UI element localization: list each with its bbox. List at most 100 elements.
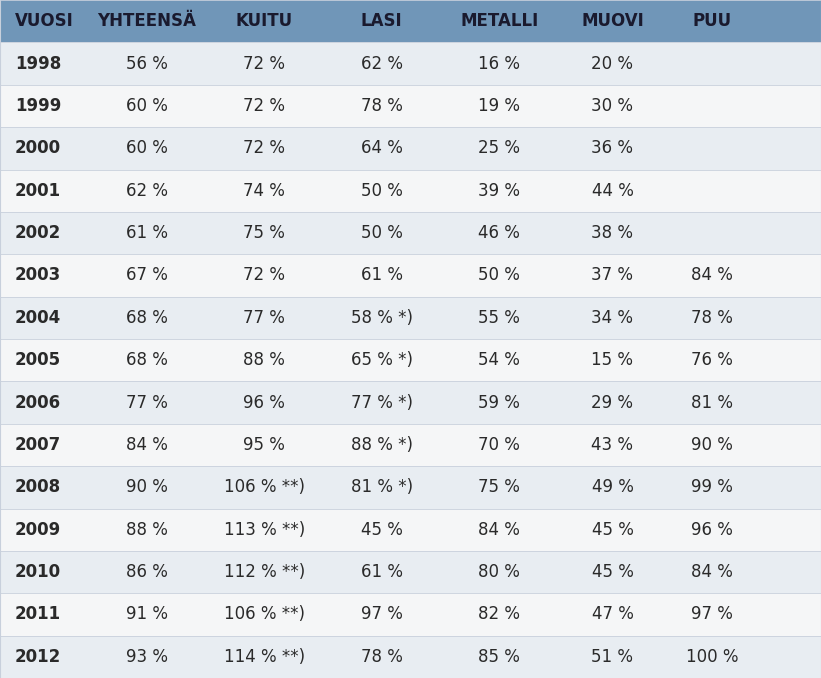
Text: 96 %: 96 % — [243, 393, 286, 412]
Text: 90 %: 90 % — [126, 478, 168, 496]
Text: 47 %: 47 % — [591, 605, 634, 624]
Text: LASI: LASI — [361, 12, 402, 31]
Text: 97 %: 97 % — [360, 605, 403, 624]
Text: 2011: 2011 — [15, 605, 61, 624]
Text: 2010: 2010 — [15, 563, 61, 581]
Text: 62 %: 62 % — [126, 182, 168, 200]
Bar — [0, 424, 821, 466]
Text: 90 %: 90 % — [691, 436, 733, 454]
Bar — [0, 466, 821, 508]
Text: PUU: PUU — [693, 12, 732, 31]
Text: 50 %: 50 % — [360, 224, 403, 242]
Text: 91 %: 91 % — [126, 605, 168, 624]
Text: 113 % **): 113 % **) — [224, 521, 305, 539]
Text: 51 %: 51 % — [591, 647, 634, 666]
Text: 72 %: 72 % — [243, 139, 286, 157]
Text: 72 %: 72 % — [243, 266, 286, 285]
Text: 75 %: 75 % — [478, 478, 521, 496]
Text: 2009: 2009 — [15, 521, 61, 539]
Text: 106 % **): 106 % **) — [224, 478, 305, 496]
Bar — [0, 297, 821, 339]
Text: 61 %: 61 % — [126, 224, 168, 242]
Bar — [0, 593, 821, 636]
Bar — [0, 636, 821, 678]
Text: 36 %: 36 % — [591, 139, 634, 157]
Text: 77 %: 77 % — [126, 393, 168, 412]
Text: 34 %: 34 % — [591, 308, 634, 327]
Text: 2002: 2002 — [15, 224, 61, 242]
Text: 2001: 2001 — [15, 182, 61, 200]
Text: 2006: 2006 — [15, 393, 61, 412]
Bar — [0, 85, 821, 127]
Bar — [0, 170, 821, 212]
Text: 82 %: 82 % — [478, 605, 521, 624]
Text: 15 %: 15 % — [591, 351, 634, 370]
Text: 50 %: 50 % — [478, 266, 521, 285]
Text: 84 %: 84 % — [478, 521, 521, 539]
Text: 114 % **): 114 % **) — [224, 647, 305, 666]
Text: 2007: 2007 — [15, 436, 61, 454]
Text: 81 % *): 81 % *) — [351, 478, 413, 496]
Bar — [0, 551, 821, 593]
Text: 62 %: 62 % — [360, 54, 403, 73]
Bar — [0, 127, 821, 170]
Text: 58 % *): 58 % *) — [351, 308, 413, 327]
Text: 2008: 2008 — [15, 478, 61, 496]
Text: 76 %: 76 % — [691, 351, 733, 370]
Text: 19 %: 19 % — [478, 97, 521, 115]
Text: 106 % **): 106 % **) — [224, 605, 305, 624]
Text: 86 %: 86 % — [126, 563, 168, 581]
Text: 95 %: 95 % — [243, 436, 286, 454]
Text: 78 %: 78 % — [360, 647, 403, 666]
Text: 96 %: 96 % — [691, 521, 733, 539]
Bar — [0, 254, 821, 297]
Text: 70 %: 70 % — [478, 436, 521, 454]
Text: 56 %: 56 % — [126, 54, 168, 73]
Text: 68 %: 68 % — [126, 351, 168, 370]
Text: MUOVI: MUOVI — [581, 12, 644, 31]
Text: 77 %: 77 % — [243, 308, 286, 327]
Text: 16 %: 16 % — [478, 54, 521, 73]
Text: 1998: 1998 — [15, 54, 61, 73]
Text: 88 % *): 88 % *) — [351, 436, 413, 454]
Text: 29 %: 29 % — [591, 393, 634, 412]
Text: 25 %: 25 % — [478, 139, 521, 157]
Text: 44 %: 44 % — [591, 182, 634, 200]
Text: 38 %: 38 % — [591, 224, 634, 242]
Text: 85 %: 85 % — [478, 647, 521, 666]
Text: 78 %: 78 % — [691, 308, 733, 327]
Bar — [0, 508, 821, 551]
Text: 97 %: 97 % — [691, 605, 733, 624]
Text: 50 %: 50 % — [360, 182, 403, 200]
Text: 2000: 2000 — [15, 139, 61, 157]
Text: 43 %: 43 % — [591, 436, 634, 454]
Bar — [0, 381, 821, 424]
Text: 45 %: 45 % — [591, 521, 634, 539]
Text: 81 %: 81 % — [691, 393, 733, 412]
Text: VUOSI: VUOSI — [15, 12, 74, 31]
Text: 61 %: 61 % — [360, 266, 403, 285]
Bar — [0, 42, 821, 85]
Text: 75 %: 75 % — [243, 224, 286, 242]
Text: 20 %: 20 % — [591, 54, 634, 73]
Text: 61 %: 61 % — [360, 563, 403, 581]
Text: 77 % *): 77 % *) — [351, 393, 413, 412]
Text: 80 %: 80 % — [478, 563, 521, 581]
Text: 100 %: 100 % — [686, 647, 738, 666]
Text: 45 %: 45 % — [591, 563, 634, 581]
Bar — [0, 0, 821, 42]
Text: 72 %: 72 % — [243, 97, 286, 115]
Text: YHTEENSÄ: YHTEENSÄ — [98, 12, 196, 31]
Bar — [0, 212, 821, 254]
Text: 2012: 2012 — [15, 647, 61, 666]
Text: KUITU: KUITU — [236, 12, 293, 31]
Text: 39 %: 39 % — [478, 182, 521, 200]
Text: 93 %: 93 % — [126, 647, 168, 666]
Text: 59 %: 59 % — [478, 393, 521, 412]
Text: 88 %: 88 % — [243, 351, 286, 370]
Text: 99 %: 99 % — [691, 478, 733, 496]
Text: 60 %: 60 % — [126, 97, 168, 115]
Text: 30 %: 30 % — [591, 97, 634, 115]
Text: 46 %: 46 % — [478, 224, 521, 242]
Text: 68 %: 68 % — [126, 308, 168, 327]
